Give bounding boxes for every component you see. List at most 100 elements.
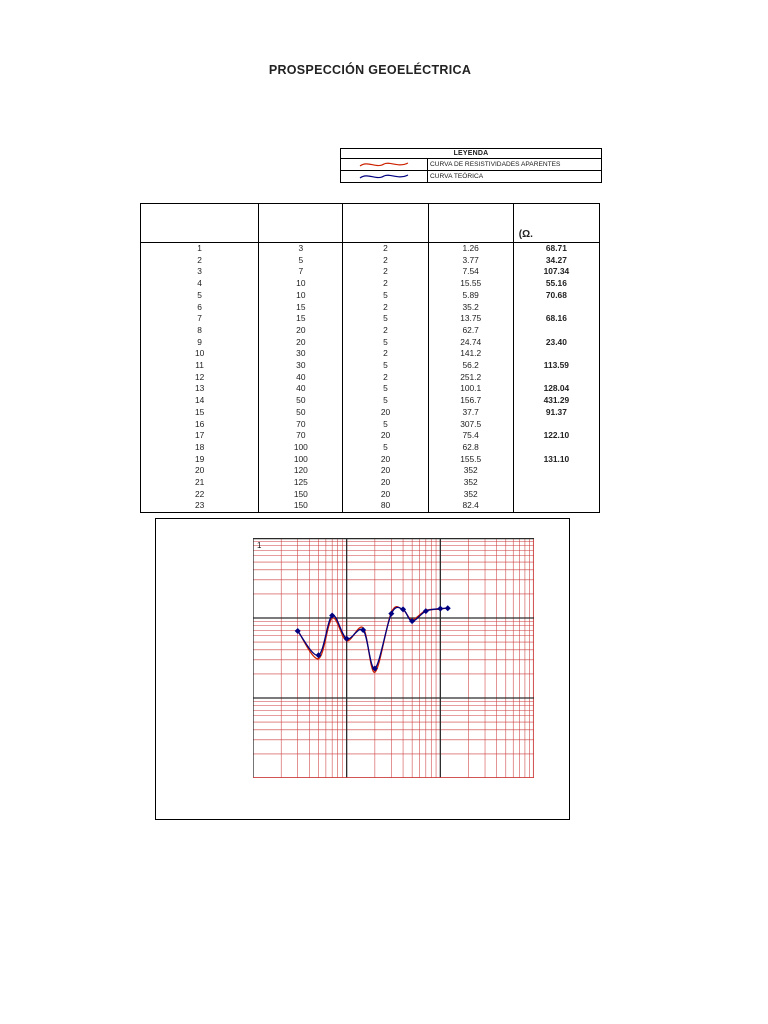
table-cell: 11 xyxy=(195,360,204,371)
table-cell: 4 xyxy=(197,278,202,289)
table-cell xyxy=(512,465,600,478)
table-cell: 22 xyxy=(194,488,205,499)
table-cell: 15.55 xyxy=(427,278,514,290)
table-row: 19 100 20 155.5 131.10 xyxy=(141,453,600,466)
table-cell: 107.34 xyxy=(512,266,600,279)
table-cell: 24.74 xyxy=(427,336,514,349)
table-cell: 16 xyxy=(194,418,205,429)
table-row: 15 50 20 37.7 91.37 xyxy=(141,406,600,419)
data-point-marker xyxy=(315,652,322,659)
table-row: 2 5 2 3.77 34.27 xyxy=(141,254,600,267)
table-cell: 1.26 xyxy=(427,242,514,255)
table-cell: 5 xyxy=(342,383,429,396)
legend-item-label: CURVA TEÓRICA xyxy=(430,173,484,180)
table-cell: 100.1 xyxy=(427,383,514,396)
table-cell: 21 xyxy=(194,477,205,488)
log-log-plot: 1 xyxy=(253,538,534,778)
table-cell: 352 xyxy=(427,477,514,489)
axis-corner-label: 1 xyxy=(257,541,262,550)
table-row: 12 40 2 251.2 xyxy=(141,371,600,384)
table-cell: 70 xyxy=(258,418,343,431)
table-row: 20 120 20 352 xyxy=(141,465,600,478)
data-point-marker xyxy=(422,608,429,615)
table-cell: 113.59 xyxy=(512,360,600,372)
data-point-marker xyxy=(437,605,444,612)
table-cell: 5 xyxy=(342,418,429,431)
table-cell: 2 xyxy=(342,348,429,361)
table-cell: 2 xyxy=(342,278,429,290)
table-cell: 20 xyxy=(258,324,343,337)
table-cell xyxy=(512,477,600,489)
table-cell xyxy=(512,441,600,454)
data-point-marker xyxy=(444,605,451,612)
table-cell: 40 xyxy=(258,383,343,396)
table-cell: 128.04 xyxy=(512,383,600,396)
table-cell: 9 xyxy=(197,336,202,347)
table-cell: 2 xyxy=(342,324,429,337)
table-header-cell: (Ω. xyxy=(512,203,600,243)
table-header-cell xyxy=(140,203,259,243)
table-row: 8 20 2 62.7 xyxy=(141,324,600,337)
table-cell: 15 xyxy=(258,301,343,314)
table-cell: 2 xyxy=(197,254,202,265)
table-row: 4 10 2 15.55 55.16 xyxy=(141,278,600,290)
table-cell xyxy=(512,500,600,513)
table-cell: 5 xyxy=(197,289,202,300)
table-cell: 80 xyxy=(342,500,429,513)
table-cell xyxy=(512,488,600,501)
table-cell: 125 xyxy=(258,477,343,489)
table-cell: 14 xyxy=(194,395,205,406)
table-cell: 30 xyxy=(258,348,343,361)
table-cell: 5 xyxy=(342,360,429,372)
table-cell: 12 xyxy=(194,371,205,382)
table-cell: 131.10 xyxy=(512,453,600,466)
curve-sample-icon xyxy=(341,171,428,182)
table-cell: 18 xyxy=(194,441,205,452)
table-cell: 15 xyxy=(258,313,343,325)
table-cell: 2 xyxy=(342,301,429,314)
table-cell: 3.77 xyxy=(427,254,514,267)
table-cell: 7 xyxy=(197,313,202,324)
table-cell: 6 xyxy=(197,301,202,312)
table-row: 1 3 2 1.26 68.71 xyxy=(141,242,600,255)
table-cell: 17 xyxy=(194,430,205,441)
table-cell: 10 xyxy=(258,278,343,290)
table-row: 21 125 20 352 xyxy=(141,477,600,489)
data-point-marker xyxy=(343,635,350,642)
table-cell: 68.71 xyxy=(512,242,600,255)
table-header-cell xyxy=(342,203,429,243)
legend: LEYENDA CURVA DE RESISTIVIDADES APARENTE… xyxy=(340,148,602,183)
table-cell: 20 xyxy=(342,430,429,442)
table-cell: 62.7 xyxy=(427,324,514,337)
table-cell: 251.2 xyxy=(427,371,514,384)
legend-item: CURVA TEÓRICA xyxy=(341,171,601,182)
curve-sample-icon xyxy=(341,159,428,170)
table-cell: 56.2 xyxy=(427,360,514,372)
table-cell: 120 xyxy=(258,465,343,478)
table-cell: 70.68 xyxy=(512,289,600,302)
table-row: 5 10 5 5.89 70.68 xyxy=(141,289,600,302)
table-cell: 23.40 xyxy=(512,336,600,349)
table-cell: 5 xyxy=(342,441,429,454)
table-cell: 20 xyxy=(258,336,343,349)
table-cell: 3 xyxy=(258,242,343,255)
table-cell: 10 xyxy=(194,348,205,359)
table-cell: 68.16 xyxy=(512,313,600,325)
table-cell xyxy=(512,301,600,314)
table-row: 9 20 5 24.74 23.40 xyxy=(141,336,600,349)
table-row: 14 50 5 156.7 431.29 xyxy=(141,395,600,407)
table-cell: 20 xyxy=(342,477,429,489)
table-cell: 82.4 xyxy=(427,500,514,513)
data-point-marker xyxy=(360,627,367,634)
legend-items: CURVA DE RESISTIVIDADES APARENTES CURVA T… xyxy=(341,159,601,182)
table-cell: 122.10 xyxy=(512,430,600,442)
table-cell: 15 xyxy=(194,406,205,417)
table-row: 22 150 20 352 xyxy=(141,488,600,501)
table-cell: 30 xyxy=(258,360,343,372)
table-cell: 352 xyxy=(427,488,514,501)
table-cell: 100 xyxy=(258,453,343,466)
table-row: 11 30 5 56.2 113.59 xyxy=(141,360,600,372)
chart-frame: 1 xyxy=(155,518,570,820)
table-cell: 155.5 xyxy=(427,453,514,466)
table-cell: 37.7 xyxy=(427,406,514,419)
